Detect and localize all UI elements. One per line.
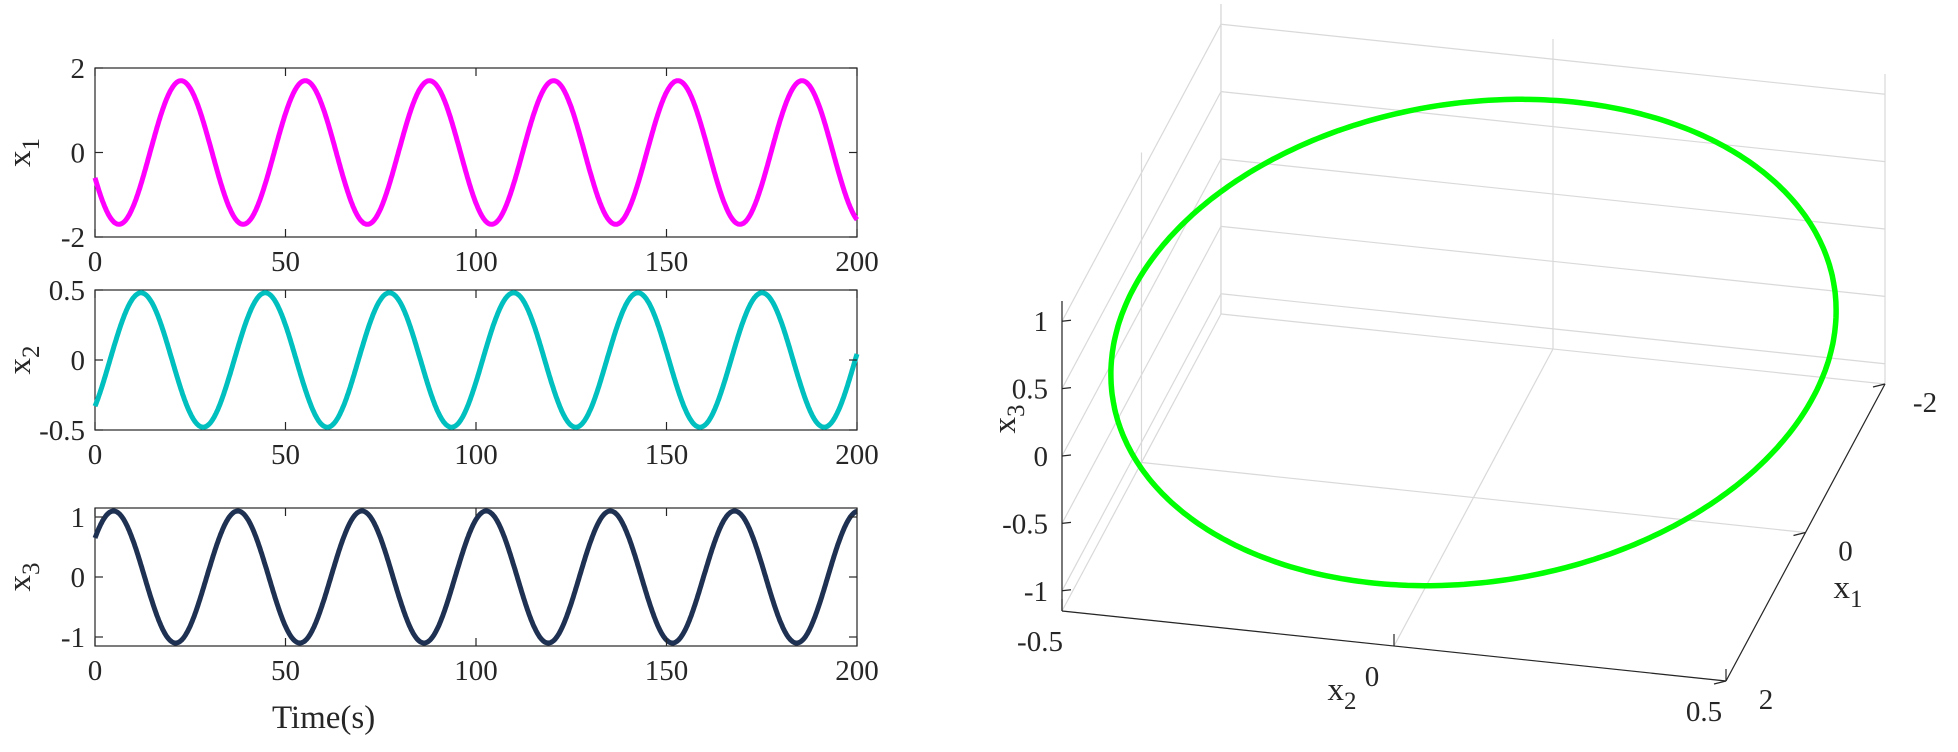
z-tick-mark (1061, 387, 1072, 390)
z-tick-label: 0.5 (1012, 374, 1048, 406)
y-axis-label: x1 (2, 138, 45, 167)
series-line (92, 78, 859, 227)
y-axis-label-main: x (2, 150, 38, 167)
z-tick-label: 0 (1034, 441, 1049, 473)
z-tick-label: -1 (1024, 576, 1048, 608)
x1-tick-mark (1872, 383, 1886, 388)
y-axis-label-main: x (2, 358, 38, 375)
y-axis-label-subscript: 3 (18, 563, 45, 576)
y-tick-label: -1 (61, 622, 85, 654)
x2-tick-label: 0 (1365, 661, 1380, 693)
y-tick-label: 0 (71, 138, 86, 170)
x-tick-label: 0 (88, 439, 103, 471)
x-tick-label: 50 (271, 655, 300, 687)
x2-tick-label: 0.5 (1686, 696, 1722, 728)
x2-time-series-plot: 0 50 100 150 200-0.500.5x2 (2, 275, 879, 471)
x-tick-label: 0 (88, 655, 103, 687)
x-tick-label: 100 (454, 439, 498, 471)
y-tick-label: -2 (61, 222, 85, 254)
x-tick-label: 100 (454, 246, 498, 278)
x1-tick-label: 0 (1838, 536, 1853, 568)
plot-frame (94, 67, 858, 238)
x-tick-label: 100 (454, 655, 498, 687)
z-axis-label: x3 (987, 405, 1030, 434)
x2-tick-label: -0.5 (1017, 626, 1063, 658)
y-tick-label: -0.5 (39, 415, 85, 447)
y-axis-label-main: x (2, 575, 38, 592)
plot-frame (94, 289, 858, 431)
x-tick-label: 0 (88, 246, 103, 278)
x1-axis-label-subscript: 1 (1850, 586, 1863, 613)
x2-axis-label: x2 (1328, 672, 1357, 715)
x1-tick-label: -2 (1913, 387, 1937, 419)
y-tick-label: 2 (71, 53, 86, 85)
x-tick-label: 150 (645, 439, 689, 471)
z-tick-mark (1061, 319, 1072, 322)
x-tick-label: 50 (271, 439, 300, 471)
z-tick-mark (1061, 589, 1072, 592)
grid-line (1141, 461, 1806, 534)
x-tick-label: 200 (835, 439, 879, 471)
y-axis-label-subscript: 1 (18, 138, 45, 151)
x-tick-label: 200 (835, 246, 879, 278)
x1-axis-label-main: x (1834, 570, 1851, 606)
z-axis-label-subscript: 3 (1003, 405, 1030, 418)
x1-axis-label: x1 (1834, 570, 1863, 613)
x2-axis-label-subscript: 2 (1344, 688, 1357, 715)
z-tick-mark (1061, 454, 1072, 457)
series-line (92, 290, 860, 430)
x1-tick-mark (1793, 531, 1806, 537)
y-axis-label: x2 (2, 346, 45, 375)
y-tick-label: 0 (71, 345, 86, 377)
x-axis-label: Time(s) (272, 700, 375, 736)
y-axis-label: x3 (2, 563, 45, 592)
z-tick-mark (1061, 521, 1072, 524)
series-line (92, 508, 859, 646)
orbit-line (1108, 96, 1839, 589)
z-tick-label: 1 (1034, 306, 1049, 338)
y-tick-label: 1 (71, 502, 86, 534)
x-tick-label: 50 (271, 246, 300, 278)
x-tick-label: 150 (645, 655, 689, 687)
z-axis-label-main: x (987, 417, 1023, 434)
y-tick-label: 0.5 (49, 275, 85, 307)
x-tick-label: 200 (835, 655, 879, 687)
x2-axis-label-main: x (1328, 672, 1345, 708)
x1-tick-mark (1713, 680, 1727, 685)
y-axis-label-subscript: 2 (18, 346, 45, 359)
x-tick-label: 150 (645, 246, 689, 278)
x1-tick-label: 2 (1759, 684, 1774, 716)
z-tick-label: -0.5 (1002, 508, 1048, 540)
grid-line (1220, 313, 1886, 385)
y-tick-label: 0 (71, 562, 86, 594)
